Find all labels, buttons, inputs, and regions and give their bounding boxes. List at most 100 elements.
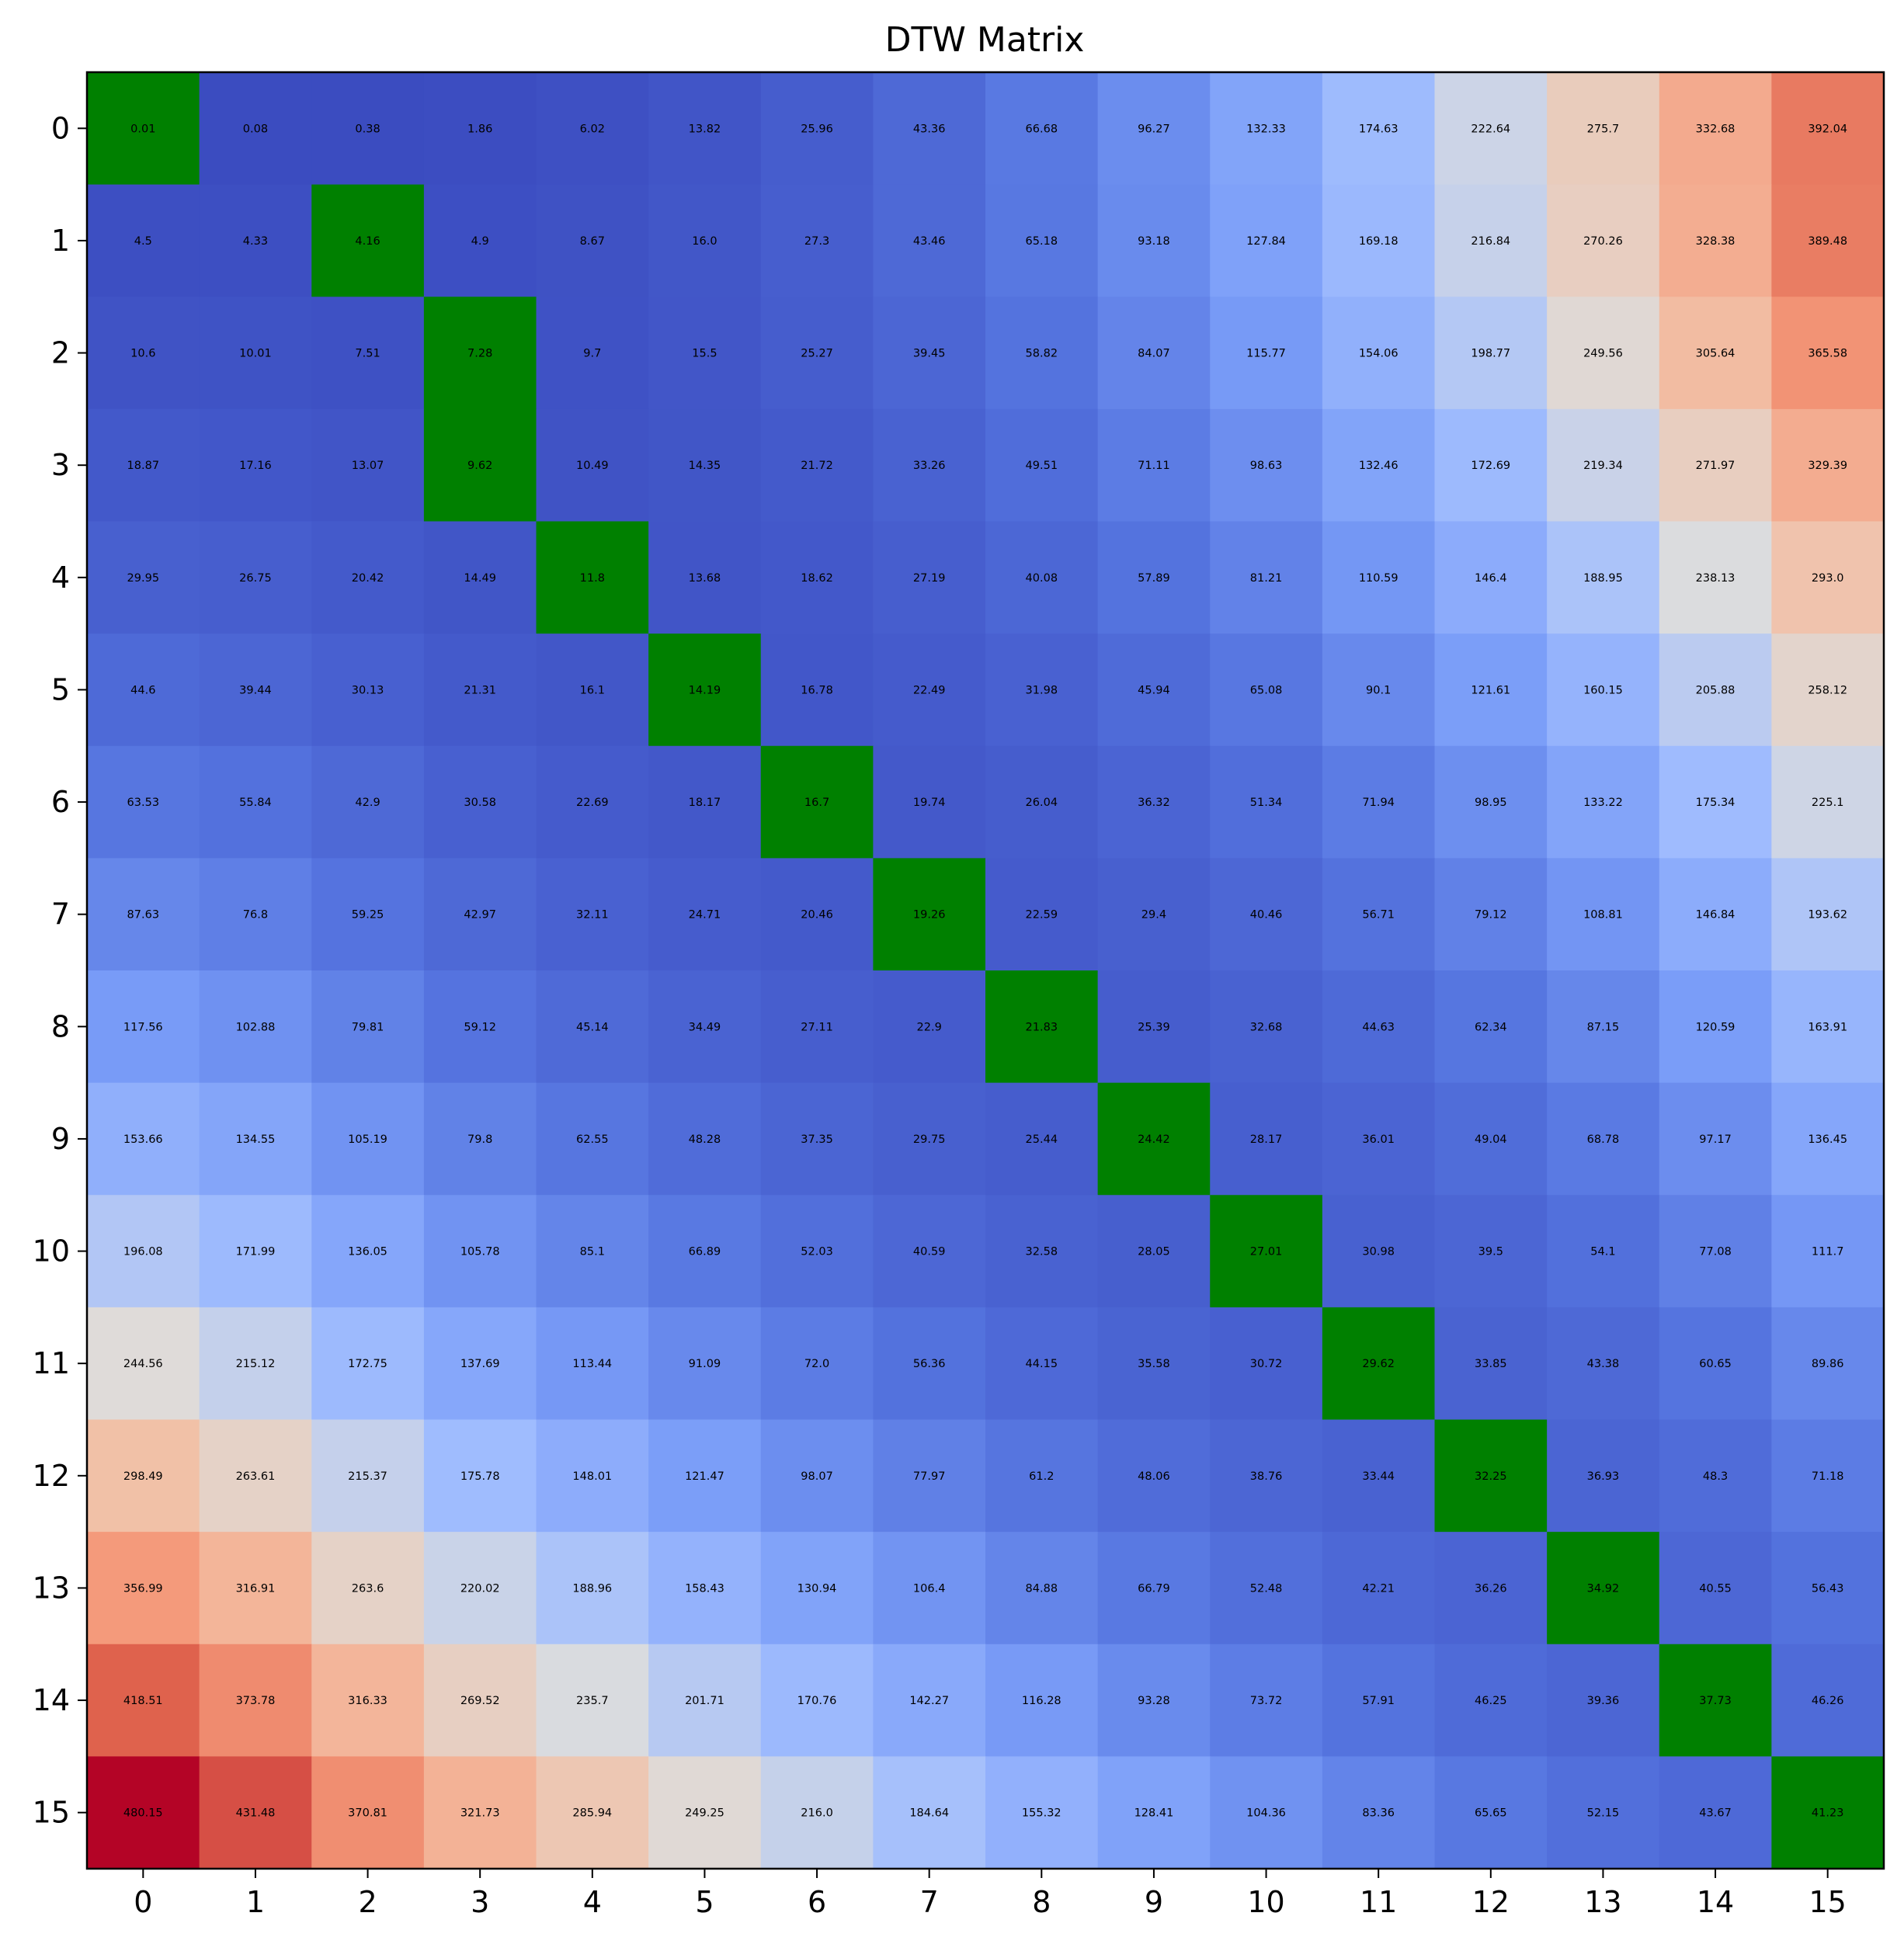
heatmap-cell xyxy=(87,1644,200,1757)
cell-value-label: 71.18 xyxy=(1812,1470,1844,1483)
heatmap-cell xyxy=(1771,858,1885,971)
cell-value-label: 30.72 xyxy=(1250,1358,1283,1370)
cell-value-label: 225.1 xyxy=(1812,797,1844,809)
cell-value-label: 4.5 xyxy=(134,235,152,248)
cell-value-label: 184.64 xyxy=(909,1807,949,1820)
heatmap-cell xyxy=(648,184,762,297)
heatmap-cell xyxy=(873,1195,986,1308)
heatmap-cell xyxy=(311,1644,425,1757)
cell-value-label: 316.91 xyxy=(236,1582,276,1595)
heatmap-cell xyxy=(873,408,986,522)
heatmap-cell xyxy=(1771,1756,1885,1869)
heatmap-cell xyxy=(760,408,874,522)
heatmap-cell xyxy=(311,1195,425,1308)
cell-value-label: 40.55 xyxy=(1699,1582,1732,1595)
heatmap-cell xyxy=(1547,970,1660,1084)
y-tick-label: 6 xyxy=(51,785,70,819)
cell-value-label: 48.3 xyxy=(1703,1470,1728,1483)
cell-value-label: 171.99 xyxy=(236,1246,276,1258)
heatmap-cell xyxy=(199,1419,312,1533)
heatmap-cell xyxy=(199,970,312,1084)
heatmap-cell xyxy=(985,1307,1099,1421)
cell-value-label: 258.12 xyxy=(1808,684,1847,696)
cell-value-label: 33.44 xyxy=(1362,1470,1395,1483)
cell-value-label: 26.75 xyxy=(239,572,272,585)
heatmap-cell xyxy=(1547,184,1660,297)
cell-value-label: 27.01 xyxy=(1250,1246,1283,1258)
heatmap-cell xyxy=(1771,1532,1885,1645)
heatmap-cell xyxy=(536,1756,649,1869)
cell-value-label: 56.71 xyxy=(1362,909,1395,922)
cell-value-label: 32.58 xyxy=(1026,1246,1058,1258)
heatmap-cell xyxy=(1210,1532,1323,1645)
cell-value-label: 269.52 xyxy=(460,1695,500,1707)
heatmap-cell xyxy=(1097,1082,1211,1196)
heatmap-cell xyxy=(1659,858,1772,971)
heatmap-cell xyxy=(1322,745,1436,859)
cell-value-label: 110.59 xyxy=(1359,572,1398,585)
heatmap-cell xyxy=(87,521,200,634)
cell-value-label: 98.95 xyxy=(1475,797,1507,809)
x-tick-label: 15 xyxy=(1809,1885,1847,1919)
cell-value-label: 128.41 xyxy=(1134,1807,1174,1820)
heatmap-cell xyxy=(985,745,1099,859)
heatmap-cell xyxy=(423,521,537,634)
heatmap-cell xyxy=(760,1419,874,1533)
heatmap-cell xyxy=(648,970,762,1084)
heatmap-cell xyxy=(199,634,312,747)
cell-value-label: 30.58 xyxy=(464,797,496,809)
cell-value-label: 66.79 xyxy=(1138,1582,1170,1595)
heatmap-cell xyxy=(1547,297,1660,410)
cell-value-label: 91.09 xyxy=(689,1358,721,1370)
heatmap-cell xyxy=(1210,408,1323,522)
heatmap-cell xyxy=(1434,858,1548,971)
heatmap-cell xyxy=(87,858,200,971)
cell-value-label: 132.46 xyxy=(1359,460,1398,472)
cell-value-label: 59.25 xyxy=(352,909,384,922)
cell-value-label: 14.35 xyxy=(689,460,721,472)
heatmap-cell xyxy=(1659,1419,1772,1533)
heatmap-cell xyxy=(536,1532,649,1645)
x-tick-label: 5 xyxy=(695,1885,714,1919)
x-tick-label: 11 xyxy=(1360,1885,1397,1919)
cell-value-label: 56.43 xyxy=(1812,1582,1844,1595)
heatmap-cell xyxy=(648,1419,762,1533)
cell-value-label: 84.07 xyxy=(1138,348,1170,360)
heatmap-cell xyxy=(1547,745,1660,859)
cell-value-label: 46.25 xyxy=(1475,1695,1507,1707)
heatmap-cell xyxy=(423,1644,537,1757)
cell-value-label: 132.33 xyxy=(1246,123,1286,135)
x-tick-label: 1 xyxy=(246,1885,265,1919)
cell-value-label: 219.34 xyxy=(1583,460,1623,472)
heatmap-cell xyxy=(536,1082,649,1196)
heatmap-cell xyxy=(1434,1082,1548,1196)
heatmap-cell xyxy=(1547,858,1660,971)
heatmap-cell xyxy=(760,521,874,634)
y-tick-label: 12 xyxy=(33,1459,70,1493)
cell-value-label: 136.05 xyxy=(348,1246,387,1258)
heatmap-cell xyxy=(1547,72,1660,186)
heatmap-cell xyxy=(199,858,312,971)
heatmap-cell xyxy=(985,634,1099,747)
cell-value-label: 285.94 xyxy=(572,1807,612,1820)
cell-value-label: 27.3 xyxy=(804,235,829,248)
heatmap-cell xyxy=(1434,1644,1548,1757)
heatmap-cell xyxy=(648,1644,762,1757)
heatmap-cell xyxy=(1097,1756,1211,1869)
cell-value-label: 130.94 xyxy=(797,1582,837,1595)
cell-value-label: 36.01 xyxy=(1362,1133,1395,1146)
x-tick-label: 8 xyxy=(1032,1885,1051,1919)
cell-value-label: 16.78 xyxy=(801,684,833,696)
heatmap-cell xyxy=(760,72,874,186)
heatmap-cell xyxy=(985,970,1099,1084)
cell-value-label: 117.56 xyxy=(123,1021,163,1033)
cell-value-label: 49.51 xyxy=(1026,460,1058,472)
cell-value-label: 17.16 xyxy=(239,460,272,472)
heatmap-cell xyxy=(985,1644,1099,1757)
cell-value-label: 36.32 xyxy=(1138,797,1170,809)
cell-value-label: 263.61 xyxy=(236,1470,276,1483)
cell-value-label: 93.28 xyxy=(1138,1695,1170,1707)
y-tick-label: 0 xyxy=(51,111,70,145)
cell-value-label: 116.28 xyxy=(1022,1695,1061,1707)
cell-value-label: 43.36 xyxy=(913,123,946,135)
